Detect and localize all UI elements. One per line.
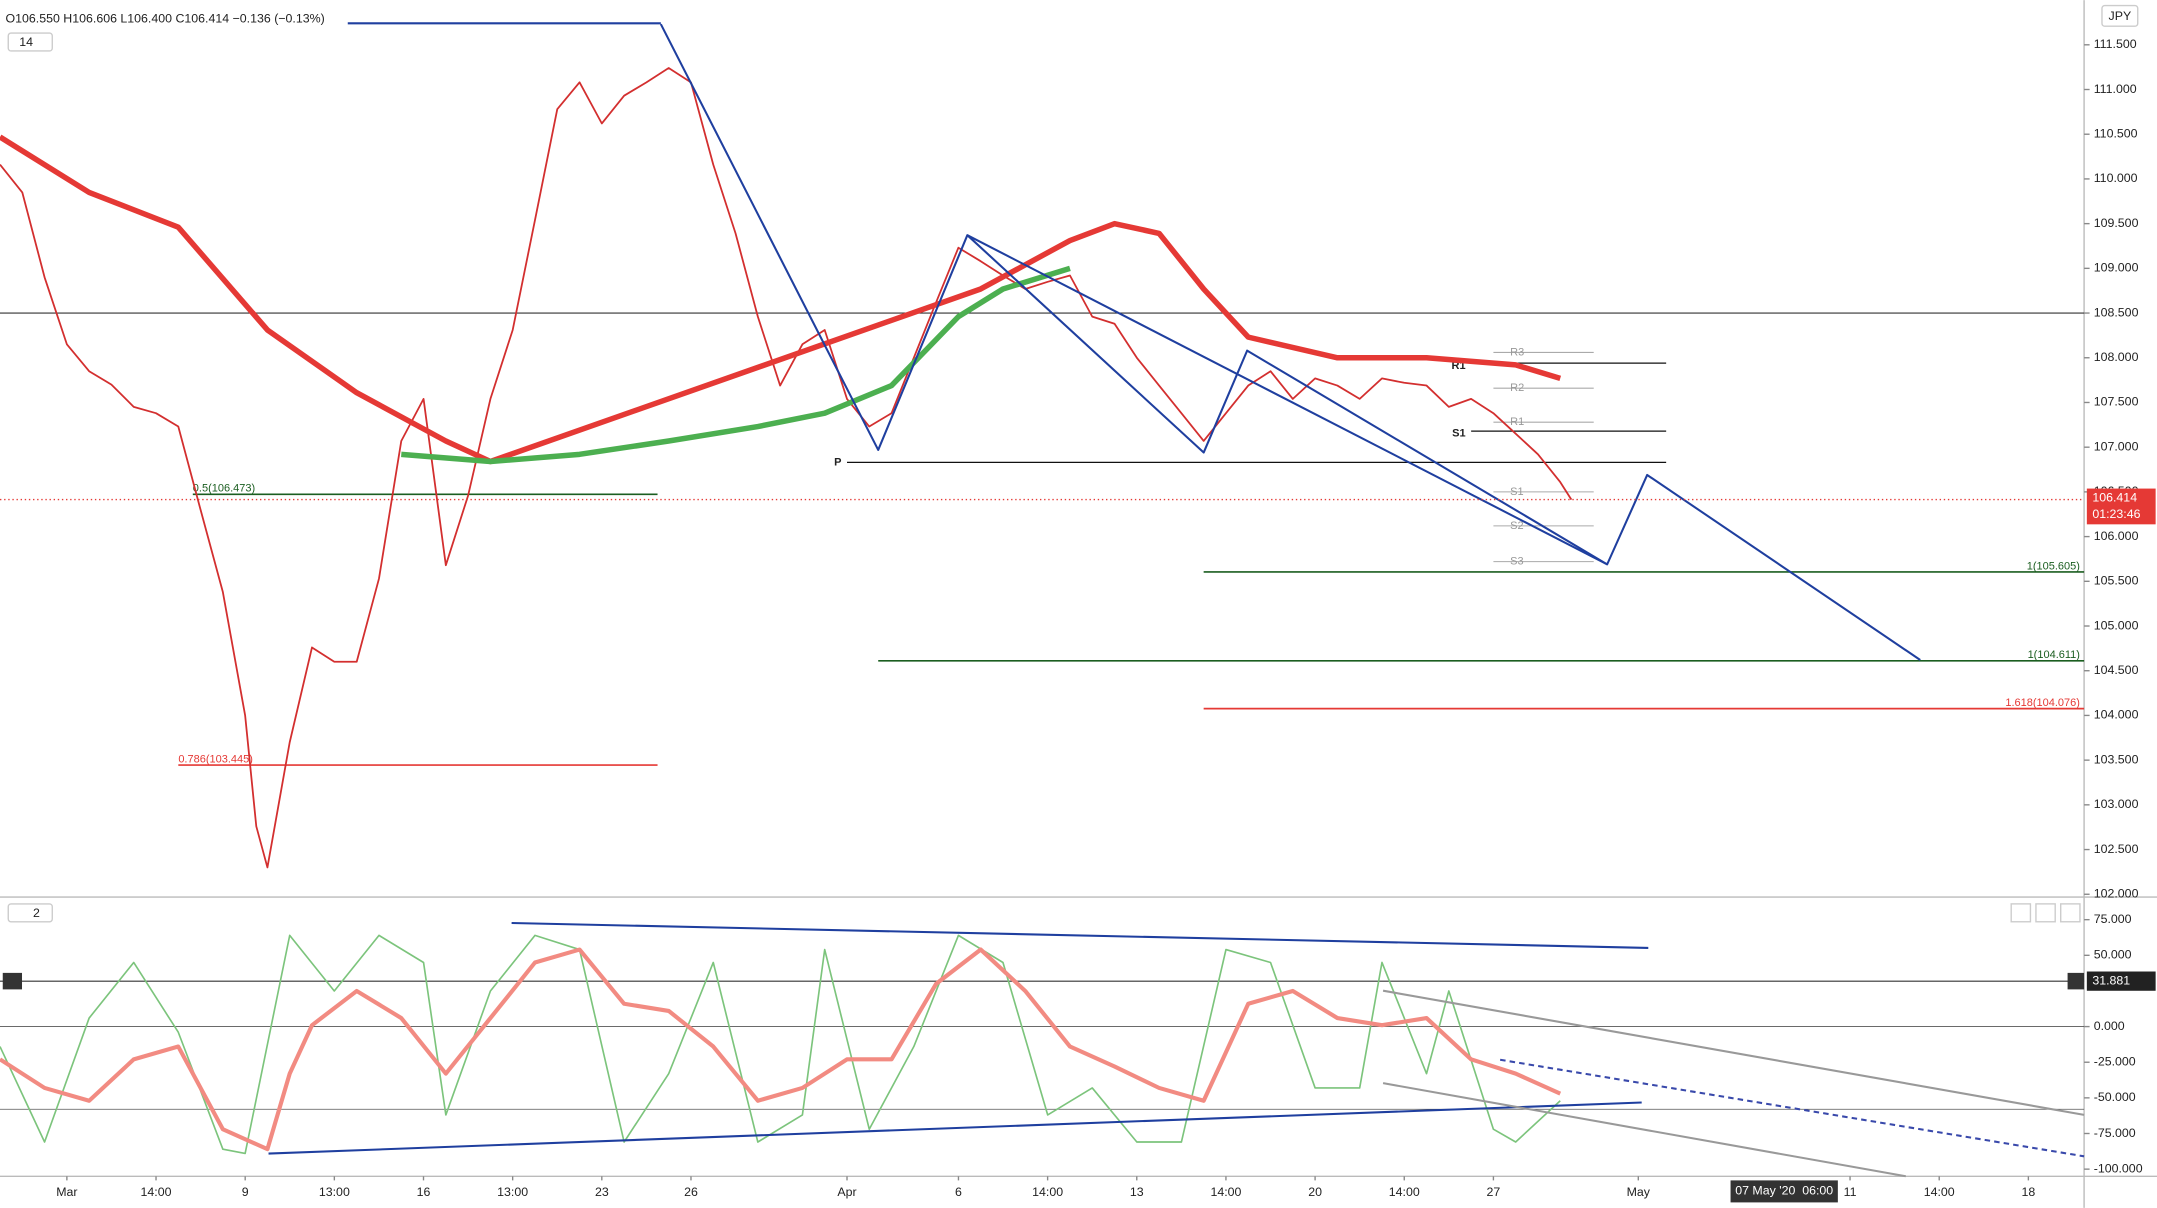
x-tick-label: 18	[2021, 1185, 2035, 1199]
y-tick-label: 104.500	[2094, 663, 2139, 677]
series-line	[0, 934, 1561, 1155]
x-tick-label: 13:00	[319, 1185, 350, 1199]
x-tick-label: 26	[684, 1185, 698, 1199]
x-tick-label: 14:00	[1924, 1185, 1955, 1199]
indicator-count[interactable]: 2	[33, 906, 40, 920]
x-tick-label: 11	[1844, 1185, 1857, 1199]
pivot-label: S3	[1510, 556, 1523, 568]
series-line	[0, 67, 1573, 869]
y-tick-label: 108.500	[2094, 305, 2139, 319]
y-tick-label: 111.500	[2094, 37, 2137, 51]
y-tick-label: 102.500	[2094, 842, 2139, 856]
x-tick-label: 16	[417, 1185, 431, 1199]
pivot-label: S1	[1452, 428, 1465, 440]
x-tick-label: 20	[1308, 1185, 1322, 1199]
add-button	[2, 972, 23, 990]
x-tick-label: 23	[595, 1185, 609, 1199]
y-tick-label: 104.000	[2094, 708, 2139, 722]
indicator-toggle[interactable]	[7, 903, 53, 923]
pivot-label: S2	[1510, 520, 1523, 532]
fib-label: 0.5(106.473)	[193, 483, 255, 495]
currency: JPY	[2109, 9, 2132, 23]
series-line	[401, 265, 1071, 465]
x-tick-label: Mar	[56, 1185, 77, 1199]
x-tick-label: 14:00	[1210, 1185, 1241, 1199]
fib-label: 1(104.611)	[2028, 649, 2080, 661]
crosshair-label: 07 May '20 06:00	[1735, 1184, 1833, 1198]
trend-line	[1499, 1058, 2085, 1158]
y-tick-label: 111.000	[2094, 82, 2137, 96]
series-line	[0, 134, 1562, 465]
move-up-button[interactable]	[2010, 903, 2032, 923]
countdown: 01:23:46	[2092, 507, 2140, 521]
trend-line	[659, 23, 1921, 661]
trend-line	[1382, 1082, 1906, 1178]
y-tick-label: 109.000	[2094, 261, 2139, 275]
last-price-label: 106.414	[2092, 490, 2137, 504]
x-tick-label: 27	[1487, 1185, 1501, 1199]
y-tick-label: 103.500	[2094, 752, 2139, 766]
y-tick-label: 106.000	[2094, 529, 2139, 543]
ohlc-header: O106.550 H106.606 L106.400 C106.414 −0.1…	[6, 12, 325, 26]
pivot-label: P	[834, 456, 841, 468]
y-tick-label: 109.500	[2094, 216, 2139, 230]
y-tick-label: -75.000	[2094, 1126, 2136, 1140]
x-tick-label: 14:00	[141, 1185, 172, 1199]
trend-line	[966, 234, 1608, 566]
add-button	[2067, 972, 2085, 990]
trend-line	[268, 1101, 1642, 1155]
close-button[interactable]	[2035, 903, 2056, 923]
pivot-label: R3	[1510, 346, 1524, 358]
x-tick-label: 6	[955, 1185, 962, 1199]
y-tick-label: 103.000	[2094, 797, 2139, 811]
maximize-button[interactable]	[2060, 903, 2081, 923]
value-badge	[2086, 971, 2156, 991]
y-tick-label: 110.000	[2094, 171, 2138, 185]
y-tick-label: -100.000	[2094, 1161, 2143, 1175]
y-tick-label: 107.500	[2094, 395, 2139, 409]
fib-label: 0.786(103.445)	[178, 753, 253, 765]
y-tick-label: 0.000	[2094, 1019, 2125, 1033]
x-tick-label: 9	[242, 1185, 249, 1199]
fib-label: 1(105.605)	[2027, 560, 2080, 572]
pivot-label: S1	[1510, 486, 1523, 498]
crosshair-badge	[1730, 1180, 1838, 1203]
price-badge	[2086, 488, 2156, 525]
y-tick-label: 105.000	[2094, 618, 2139, 632]
y-tick-label: 50.000	[2094, 948, 2132, 962]
y-tick-label: 108.000	[2094, 350, 2139, 364]
x-tick-label: 13:00	[497, 1185, 528, 1199]
trend-line	[1382, 989, 2085, 1116]
x-tick-label: 14:00	[1389, 1185, 1420, 1199]
x-tick-label: May	[1627, 1185, 1651, 1199]
indicator-toggle[interactable]	[7, 32, 53, 52]
x-tick-label: Apr	[837, 1185, 856, 1199]
y-tick-label: 110.500	[2094, 126, 2138, 140]
value-label: 31.881	[2092, 973, 2130, 987]
y-tick-label: 102.000	[2094, 887, 2139, 901]
fib-label: 1.618(104.076)	[2005, 697, 2080, 709]
series-line	[0, 947, 1562, 1152]
y-tick-label: 107.000	[2094, 439, 2139, 453]
y-tick-label: -25.000	[2094, 1054, 2136, 1068]
y-tick-label: -50.000	[2094, 1090, 2136, 1104]
indicator-count[interactable]: 14	[19, 35, 33, 49]
pivot-label: R2	[1510, 382, 1524, 394]
x-tick-label: 14:00	[1032, 1185, 1063, 1199]
y-tick-label: 75.000	[2094, 912, 2132, 926]
x-tick-label: 13	[1130, 1185, 1144, 1199]
y-tick-label: 105.500	[2094, 574, 2139, 588]
trend-line	[511, 921, 1649, 949]
currency-box	[2101, 4, 2139, 27]
pivot-label: R1	[1510, 416, 1524, 428]
